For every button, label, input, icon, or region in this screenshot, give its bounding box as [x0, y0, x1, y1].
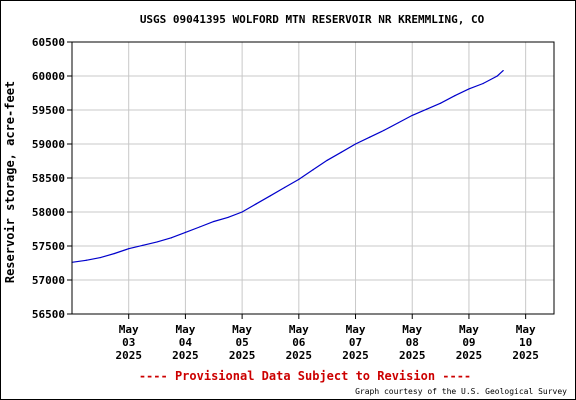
x-tick-label-line1: May — [232, 323, 252, 336]
x-tick-label-line3: 2025 — [229, 349, 256, 362]
data-point — [284, 186, 286, 189]
x-tick-label-line3: 2025 — [172, 349, 199, 362]
x-tick-label-line2: 09 — [462, 336, 475, 349]
data-point — [482, 82, 484, 85]
x-tick-label-line1: May — [289, 323, 309, 336]
y-tick-label: 58500 — [32, 172, 65, 185]
x-tick-label-line2: 06 — [292, 336, 306, 349]
data-point — [383, 129, 385, 131]
x-tick-label-line3: 2025 — [512, 349, 539, 362]
data-point — [241, 211, 243, 213]
x-tick-label-line2: 10 — [519, 336, 532, 349]
data-point — [156, 241, 158, 243]
data-series — [71, 69, 504, 263]
x-tick-label-line2: 07 — [349, 336, 362, 349]
chart-title: USGS 09041395 WOLFORD MTN RESERVOIR NR K… — [140, 13, 485, 26]
data-point — [340, 151, 342, 153]
data-point — [425, 108, 428, 110]
y-tick-label: 60000 — [32, 70, 65, 83]
storage-line — [71, 70, 504, 263]
x-tick-label-line1: May — [516, 323, 536, 336]
y-tick-label: 59500 — [32, 104, 65, 117]
data-point — [454, 95, 456, 97]
x-tick-label-line2: 03 — [122, 336, 135, 349]
data-point — [184, 231, 187, 233]
data-point — [502, 69, 504, 72]
x-tick-label-line1: May — [346, 323, 366, 336]
x-tick-label-line3: 2025 — [399, 349, 426, 362]
y-tick-label: 58000 — [32, 206, 65, 219]
x-tick-label-line1: May — [459, 323, 479, 336]
data-point — [411, 114, 413, 117]
data-point — [227, 216, 229, 219]
y-tick-label: 56500 — [32, 308, 65, 321]
y-tick-label: 57000 — [32, 274, 65, 287]
x-tick-label-line2: 04 — [179, 336, 193, 349]
y-axis-label: Reservoir storage, acre-feet — [3, 81, 17, 283]
x-axis-ticks: May032025May042025May052025May062025May0… — [115, 314, 539, 362]
plot-area-border — [71, 41, 555, 315]
data-point — [269, 195, 272, 197]
data-point — [326, 159, 328, 161]
x-tick-label-line3: 2025 — [286, 349, 313, 362]
data-point — [213, 220, 215, 223]
provisional-notice: ---- Provisional Data Subject to Revisio… — [139, 369, 471, 383]
x-tick-label-line1: May — [119, 323, 139, 336]
x-tick-label-line3: 2025 — [115, 349, 142, 362]
grid — [72, 41, 554, 315]
x-tick-label-line3: 2025 — [342, 349, 369, 362]
data-point — [439, 102, 442, 104]
x-tick-label-line3: 2025 — [456, 349, 483, 362]
data-point — [198, 226, 201, 228]
data-point — [128, 248, 130, 250]
x-tick-label-line2: 08 — [406, 336, 419, 349]
y-axis-ticks: 56500 57000 57500 58000 58500 59000 59500 60000… — [32, 36, 72, 321]
data-point — [99, 256, 101, 259]
x-tick-label-line1: May — [175, 323, 195, 336]
usgs-courtesy: Graph courtesy of the U.S. Geological Su… — [355, 387, 567, 396]
data-point — [397, 122, 399, 124]
data-point — [170, 237, 172, 239]
data-point — [298, 178, 300, 180]
data-point — [113, 252, 116, 255]
y-tick-label: 57500 — [32, 240, 65, 253]
data-point — [85, 259, 87, 261]
y-tick-label: 59000 — [32, 138, 65, 151]
x-tick-label-line2: 05 — [235, 336, 248, 349]
data-point — [369, 136, 371, 138]
data-point — [142, 244, 144, 246]
data-point — [496, 75, 498, 77]
data-point — [312, 169, 314, 171]
y-tick-label: 60500 — [32, 36, 65, 49]
data-point — [354, 143, 357, 145]
data-point — [468, 88, 470, 90]
x-tick-label-line1: May — [402, 323, 422, 336]
data-point — [255, 203, 257, 205]
